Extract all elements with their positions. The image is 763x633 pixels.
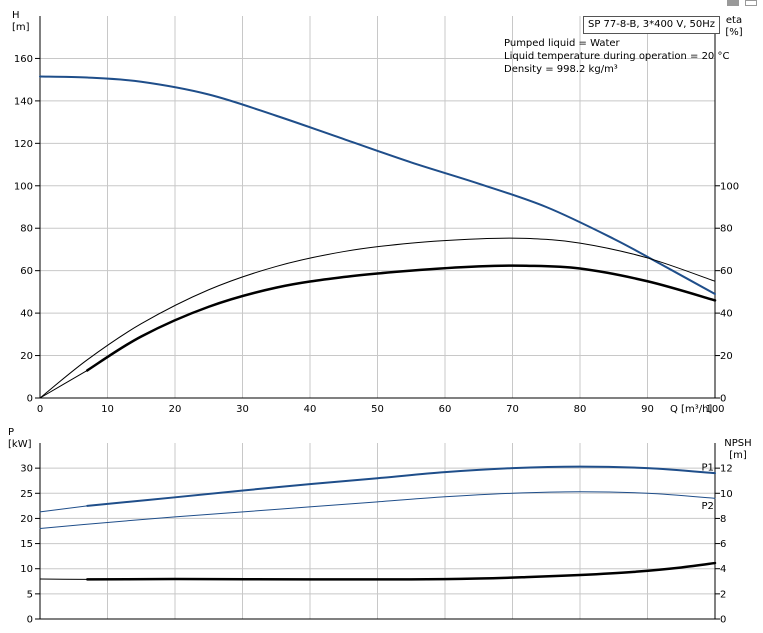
xtick-label-2: 20	[169, 404, 182, 415]
xtick-label-9: 90	[641, 404, 654, 415]
ylabel-right-1-0: NPSH	[724, 438, 751, 449]
note-temperature: Liquid temperature during operation = 20…	[504, 51, 730, 62]
note-liquid: Pumped liquid = Water	[504, 38, 620, 49]
xtick-label-8: 80	[574, 404, 587, 415]
ylabel-left-1-0: P	[8, 427, 14, 438]
ylabel-left-1-1: [kW]	[8, 439, 32, 450]
ytick-label-left-0-5: 100	[14, 181, 33, 192]
series-line-0-2	[39, 237, 716, 399]
series-line-1-0	[86, 465, 716, 507]
ytick-label-left-0-4: 80	[20, 224, 33, 235]
ytick-label-right-1-4: 8	[720, 514, 726, 525]
series-label-p2: P2	[702, 501, 714, 512]
window-expand-icon[interactable]	[745, 0, 757, 6]
ytick-label-left-1-0: 0	[27, 615, 33, 626]
xtick-label-7: 70	[506, 404, 519, 415]
window-minimize-icon[interactable]	[727, 0, 739, 6]
xtick-label-0: 0	[37, 404, 43, 415]
ytick-label-right-1-0: 0	[720, 615, 726, 626]
ytick-label-left-0-2: 40	[20, 309, 33, 320]
series-line-0-4	[39, 369, 88, 399]
ytick-label-left-0-1: 20	[20, 351, 33, 362]
ytick-label-right-1-5: 10	[720, 489, 733, 500]
ytick-label-right-1-6: 12	[720, 464, 733, 475]
ytick-label-left-1-4: 20	[20, 514, 33, 525]
xtick-label-3: 30	[236, 404, 249, 415]
pump-label: SP 77-8-B, 3*400 V, 50Hz	[588, 19, 716, 30]
ytick-label-left-0-6: 120	[14, 139, 33, 150]
xtick-label-1: 10	[101, 404, 114, 415]
xtick-label-10: 100	[705, 404, 724, 415]
ylabel-left-0-1: [m]	[12, 22, 30, 33]
ytick-label-right-0-1: 20	[720, 351, 733, 362]
ytick-label-left-1-5: 25	[20, 489, 33, 500]
notes-block: Pumped liquid = Water Liquid temperature…	[504, 37, 729, 76]
series-line-1-1	[39, 505, 88, 513]
xtick-label-4: 40	[304, 404, 317, 415]
xtick-label-6: 60	[439, 404, 452, 415]
ytick-label-right-0-0: 0	[720, 394, 726, 405]
ytick-label-right-1-3: 6	[720, 539, 726, 550]
ylabel-right-0-0: eta	[726, 15, 742, 26]
series-label-p1: P1	[702, 463, 714, 474]
xlabel: Q [m³/h]	[670, 404, 712, 415]
ytick-label-left-0-7: 140	[14, 96, 33, 107]
ytick-label-left-1-3: 15	[20, 539, 33, 550]
pump-label-box: SP 77-8-B, 3*400 V, 50Hz	[583, 16, 721, 34]
ytick-label-left-1-2: 10	[20, 564, 33, 575]
ytick-label-right-0-3: 60	[720, 266, 733, 277]
ytick-label-right-1-1: 2	[720, 589, 726, 600]
ytick-label-left-0-8: 160	[14, 54, 33, 65]
ytick-label-left-0-0: 0	[27, 394, 33, 405]
xtick-label-5: 50	[371, 404, 384, 415]
ytick-label-right-0-2: 40	[720, 309, 733, 320]
ylabel-left-0-0: H	[12, 10, 20, 21]
ytick-label-left-0-3: 60	[20, 266, 33, 277]
series-line-1-2	[39, 491, 716, 529]
ytick-label-left-1-6: 30	[20, 464, 33, 475]
ytick-label-left-1-1: 5	[27, 589, 33, 600]
ylabel-right-1-1: [m]	[729, 450, 747, 461]
series-line-0-3	[86, 264, 717, 372]
ylabel-right-0-1: [%]	[725, 27, 742, 38]
series-line-1-3	[86, 561, 717, 581]
ytick-label-right-1-2: 4	[720, 564, 726, 575]
ytick-label-right-0-5: 100	[720, 181, 739, 192]
series-line-0-1	[39, 75, 88, 79]
note-density: Density = 998.2 kg/m³	[504, 64, 618, 75]
series-line-0-0	[39, 75, 716, 296]
ytick-label-right-0-4: 80	[720, 224, 733, 235]
